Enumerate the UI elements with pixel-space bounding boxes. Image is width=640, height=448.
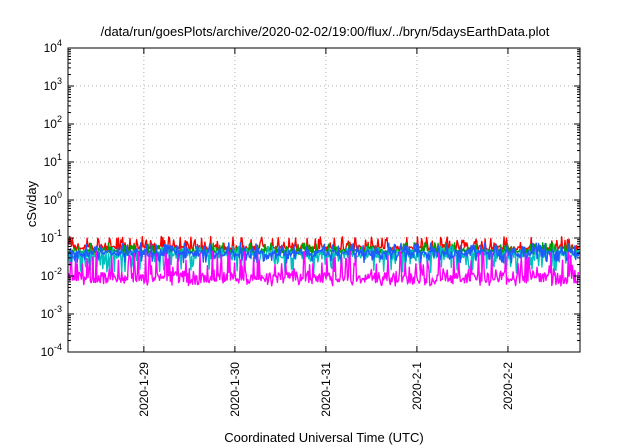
y-axis: 10-4 10-3 10-2 10-1 100 101 102 103 104 <box>41 38 580 359</box>
chart-title: /data/run/goesPlots/archive/2020-02-02/1… <box>101 24 550 39</box>
y-tick-label: 101 <box>44 152 62 169</box>
y-tick-label: 104 <box>44 38 62 55</box>
series-line <box>68 250 580 287</box>
y-tick-label: 10-1 <box>41 228 62 245</box>
x-tick-label: 2020-2-2 <box>501 362 515 410</box>
y-axis-title: cSv/day <box>24 180 39 227</box>
y-tick-label: 102 <box>44 114 62 131</box>
y-tick-label: 10-2 <box>41 266 62 283</box>
x-axis-title: Coordinated Universal Time (UTC) <box>224 430 423 445</box>
x-tick-label: 2020-1-29 <box>137 362 151 417</box>
x-tick-label: 2020-2-1 <box>410 362 424 410</box>
series-line <box>68 245 580 274</box>
x-axis: 2020-1-29 2020-1-30 2020-1-31 2020-2-1 2020-… <box>137 48 515 417</box>
series-group <box>68 235 580 287</box>
y-tick-label: 100 <box>44 190 62 207</box>
y-tick-label: 103 <box>44 76 62 93</box>
y-tick-label: 10-3 <box>41 304 62 321</box>
series-line <box>68 242 580 264</box>
x-tick-label: 2020-1-31 <box>319 362 333 417</box>
y-tick-label: 10-4 <box>41 342 62 359</box>
x-tick-label: 2020-1-30 <box>228 362 242 417</box>
grid <box>68 48 580 352</box>
